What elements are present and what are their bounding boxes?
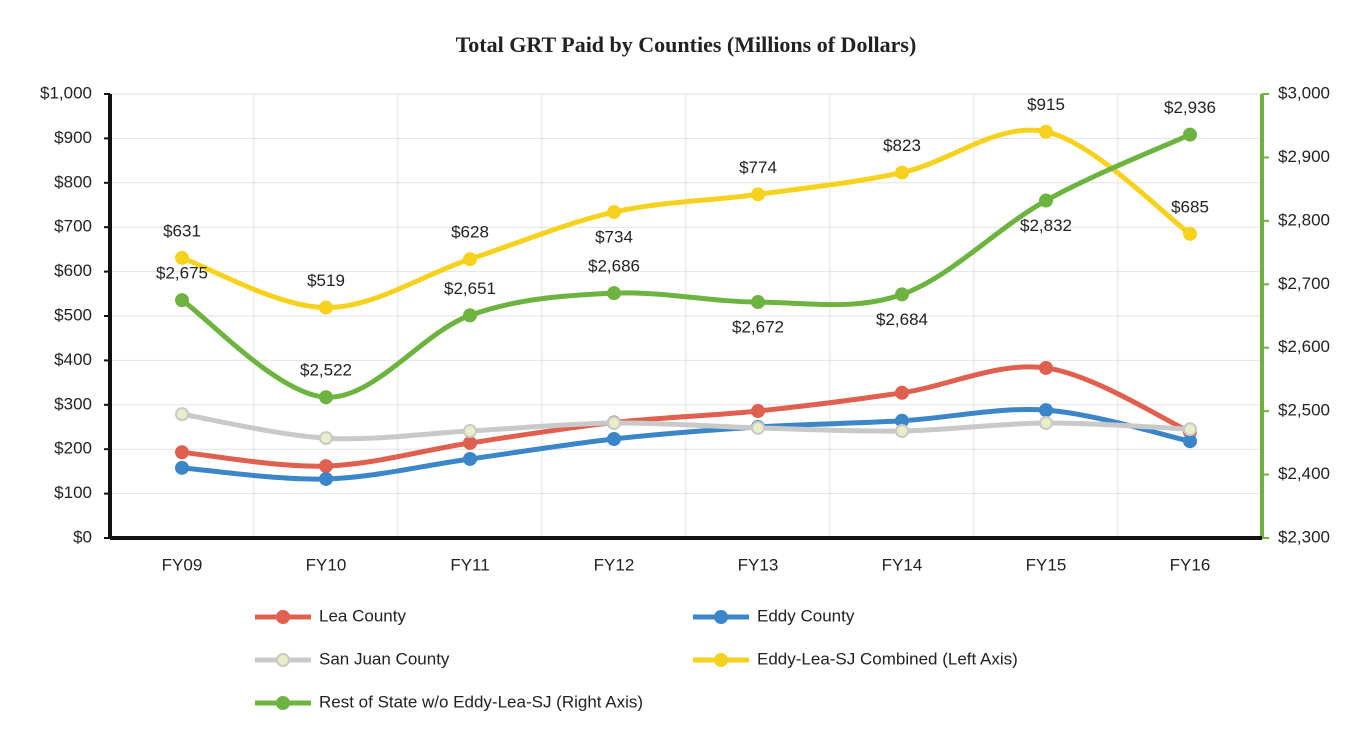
- x-tick-label: FY09: [162, 555, 203, 574]
- data-label: $2,686: [588, 257, 640, 276]
- point: [607, 416, 621, 431]
- legend-label: Eddy County: [757, 606, 855, 625]
- point: [175, 250, 189, 265]
- x-tick-label: FY12: [594, 555, 635, 574]
- y-tick-label: $700: [54, 217, 92, 236]
- point: [1183, 127, 1197, 142]
- y2-tick-label: $2,700: [1278, 274, 1330, 293]
- data-label: $774: [739, 158, 777, 177]
- y2-tick-label: $2,300: [1278, 527, 1330, 546]
- point: [607, 431, 621, 446]
- point: [463, 423, 477, 438]
- point: [463, 308, 477, 323]
- point: [1183, 434, 1197, 449]
- point: [1039, 416, 1053, 431]
- y-tick-label: $400: [54, 350, 92, 369]
- point: [1183, 422, 1197, 437]
- point: [895, 287, 909, 302]
- y2-tick-label: $2,900: [1278, 147, 1330, 166]
- legend-marker: [276, 653, 290, 667]
- point: [1183, 226, 1197, 241]
- x-tick-label: FY14: [882, 555, 923, 574]
- y-tick-label: $500: [54, 305, 92, 324]
- point: [1039, 360, 1053, 375]
- x-tick-label: FY15: [1026, 555, 1067, 574]
- legend-marker: [276, 610, 290, 624]
- point: [463, 435, 477, 450]
- point: [463, 252, 477, 267]
- chart-title: Total GRT Paid by Counties (Millions of …: [456, 32, 917, 57]
- point: [319, 431, 333, 446]
- data-label: $2,675: [156, 264, 208, 283]
- point: [895, 165, 909, 180]
- point: [463, 451, 477, 466]
- data-label: $734: [595, 228, 633, 247]
- point: [751, 420, 765, 435]
- point: [175, 445, 189, 460]
- legend-marker: [276, 696, 290, 710]
- data-label: $2,672: [732, 318, 784, 337]
- legend-label: Eddy-Lea-SJ Combined (Left Axis): [757, 649, 1018, 668]
- data-label: $2,651: [444, 279, 496, 298]
- point: [319, 300, 333, 315]
- point: [175, 460, 189, 475]
- data-label: $2,522: [300, 361, 352, 380]
- point: [1039, 193, 1053, 208]
- x-tick-label: FY16: [1170, 555, 1211, 574]
- y-tick-label: $100: [54, 483, 92, 502]
- point: [319, 471, 333, 486]
- y2-tick-label: $3,000: [1278, 83, 1330, 102]
- y-tick-label: $200: [54, 439, 92, 458]
- point: [319, 390, 333, 405]
- point: [751, 404, 765, 419]
- point: [895, 423, 909, 438]
- series-line: [179, 364, 1193, 469]
- y2-tick-label: $2,600: [1278, 337, 1330, 356]
- y-tick-label: $1,000: [40, 83, 92, 102]
- point: [751, 187, 765, 202]
- series-line: [179, 411, 1193, 442]
- x-tick-label: FY10: [306, 555, 347, 574]
- series-line: [179, 407, 1193, 482]
- point: [175, 407, 189, 422]
- y-tick-label: $600: [54, 261, 92, 280]
- data-label: $519: [307, 271, 345, 290]
- data-label: $628: [451, 223, 489, 242]
- legend-label: Rest of State w/o Eddy-Lea-SJ (Right Axi…: [319, 692, 643, 711]
- legend-marker: [714, 610, 728, 624]
- y2-tick-label: $2,500: [1278, 401, 1330, 420]
- y2-tick-label: $2,800: [1278, 210, 1330, 229]
- y-tick-label: $800: [54, 172, 92, 191]
- data-label: $631: [163, 221, 201, 240]
- y2-tick-label: $2,400: [1278, 464, 1330, 483]
- data-label: $2,936: [1164, 98, 1216, 117]
- data-label: $915: [1027, 95, 1065, 114]
- point: [895, 385, 909, 400]
- point: [175, 293, 189, 308]
- data-label: $2,832: [1020, 216, 1072, 235]
- data-label: $823: [883, 136, 921, 155]
- legend-label: San Juan County: [319, 649, 450, 668]
- data-label: $685: [1171, 197, 1209, 216]
- series-line: [179, 132, 1193, 400]
- x-tick-label: FY13: [738, 555, 779, 574]
- point: [751, 295, 765, 310]
- y-tick-label: $900: [54, 128, 92, 147]
- x-tick-label: FY11: [450, 555, 489, 574]
- y-tick-label: $300: [54, 394, 92, 413]
- legend-marker: [714, 653, 728, 667]
- series-line: [179, 127, 1193, 311]
- data-label: $2,684: [876, 310, 928, 329]
- point: [607, 286, 621, 301]
- point: [1039, 124, 1053, 139]
- y-tick-label: $0: [73, 527, 92, 546]
- point: [319, 459, 333, 474]
- legend-label: Lea County: [319, 606, 406, 625]
- point: [1039, 403, 1053, 418]
- point: [607, 205, 621, 220]
